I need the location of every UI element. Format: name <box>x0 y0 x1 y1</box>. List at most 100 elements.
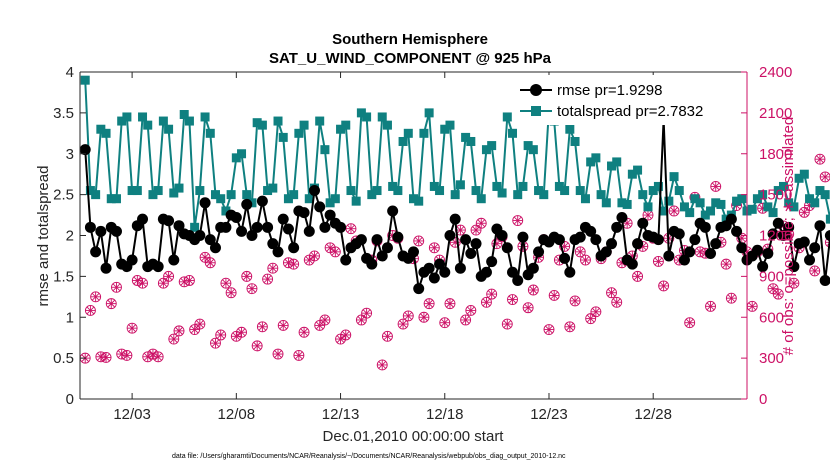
rmse-point <box>434 258 446 270</box>
rmse-point <box>277 213 289 225</box>
rmse-point <box>517 231 529 243</box>
rmse-point <box>444 230 456 241</box>
x-tick-label: 12/08 <box>218 406 256 423</box>
obs-asterisk-stroke <box>487 290 496 298</box>
obs-assimilated-marker <box>726 293 737 304</box>
rmse-point <box>465 247 477 259</box>
obs-assimilated-marker <box>252 340 263 351</box>
obs-assimilated-marker <box>184 275 195 286</box>
rmse-point <box>126 254 138 266</box>
obs-asterisk-stroke <box>253 342 261 350</box>
rmse-point <box>110 225 122 237</box>
obs-asterisk-stroke <box>211 339 220 347</box>
obs-asterisk-stroke <box>821 173 829 181</box>
rmse-point <box>470 238 482 250</box>
rmse-point <box>355 234 367 246</box>
obs-assimilated-marker <box>705 301 716 312</box>
obs-assimilated-marker <box>523 302 534 313</box>
rmse-point <box>392 231 404 243</box>
x-axis-label: Dec.01,2010 00:00:00 start <box>323 428 505 445</box>
totalspread-point <box>127 186 137 196</box>
obs-assimilated-marker <box>330 246 341 257</box>
obs-assimilated-marker <box>121 350 132 361</box>
y-left-tick-label: 4 <box>66 64 74 81</box>
totalspread-point <box>481 145 491 155</box>
totalspread-point <box>414 196 424 206</box>
rmse-point <box>684 246 696 258</box>
rmse-point <box>272 246 284 258</box>
data-file-footer: data file: /Users/gharamti/Documents/NCA… <box>172 453 566 460</box>
totalspread-point <box>362 112 372 122</box>
totalspread-point <box>393 186 403 196</box>
obs-assimilated-marker <box>377 359 388 370</box>
totalspread-point <box>299 120 309 130</box>
totalspread-point <box>815 186 825 196</box>
rmse-point <box>652 234 664 246</box>
rmse-point <box>251 221 263 233</box>
obs-asterisk-stroke <box>467 306 475 315</box>
obs-asterisk-stroke <box>790 279 798 288</box>
totalspread-point <box>476 194 486 204</box>
obs-asterisk-stroke <box>414 237 423 245</box>
totalspread-point <box>778 181 788 191</box>
totalspread-point <box>669 172 679 182</box>
rmse-point <box>324 209 336 221</box>
obs-assimilated-marker <box>398 319 409 330</box>
totalspread-point <box>143 120 153 130</box>
y-right-tick-label: 1200 <box>759 228 792 245</box>
totalspread-point <box>315 116 325 126</box>
rmse-point <box>298 207 310 219</box>
obs-assimilated-marker <box>799 207 810 218</box>
totalspread-point <box>648 186 658 196</box>
totalspread-point <box>497 188 507 198</box>
rmse-point <box>303 225 315 237</box>
rmse-point <box>376 250 388 262</box>
totalspread-point <box>627 169 637 179</box>
rmse-series <box>79 113 830 295</box>
rmse-point <box>288 242 300 254</box>
totalspread-point <box>435 186 445 196</box>
obs-assimilated-marker <box>273 349 284 360</box>
rmse-point <box>606 238 618 250</box>
totalspread-point <box>273 116 283 126</box>
legend-rmse-label: rmse pr=1.9298 <box>557 82 662 99</box>
totalspread-point <box>825 214 830 224</box>
rmse-point <box>100 262 112 274</box>
totalspread-point <box>231 153 241 163</box>
rmse-point <box>824 230 830 241</box>
obs-asterisk-stroke <box>248 284 256 293</box>
obs-asterisk-stroke <box>529 286 538 294</box>
totalspread-point <box>794 173 804 183</box>
legend-totalspread-marker <box>531 106 541 116</box>
totalspread-point <box>205 128 215 138</box>
totalspread-point <box>461 132 471 142</box>
obs-assimilated-marker <box>684 317 695 328</box>
obs-asterisk-stroke <box>550 291 559 300</box>
rmse-point <box>84 221 96 233</box>
obs-asterisk-stroke <box>242 272 251 281</box>
totalspread-point <box>346 186 356 196</box>
obs-asterisk-stroke <box>331 248 340 256</box>
obs-assimilated-marker <box>163 271 174 282</box>
obs-assimilated-marker <box>262 274 273 285</box>
obs-assimilated-marker <box>361 308 372 319</box>
totalspread-point <box>440 124 450 134</box>
obs-assimilated-marker <box>465 305 476 316</box>
totalspread-point <box>330 194 340 204</box>
obs-assimilated-marker <box>820 171 830 182</box>
obs-asterisk-stroke <box>321 316 329 324</box>
totalspread-point <box>278 132 288 142</box>
obs-assimilated-marker <box>570 295 581 306</box>
rmse-point <box>168 254 180 266</box>
y-right-tick-label: 900 <box>759 268 784 285</box>
obs-asterisk-stroke <box>341 331 350 339</box>
totalspread-point <box>91 190 101 200</box>
rmse-point <box>533 246 545 258</box>
obs-asterisk-stroke <box>399 320 407 328</box>
totalspread-point <box>528 145 538 155</box>
totalspread-point <box>179 110 189 120</box>
rmse-point <box>454 262 466 274</box>
obs-asterisk-stroke <box>336 335 345 343</box>
obs-asterisk-stroke <box>149 350 157 358</box>
totalspread-point <box>711 198 721 208</box>
